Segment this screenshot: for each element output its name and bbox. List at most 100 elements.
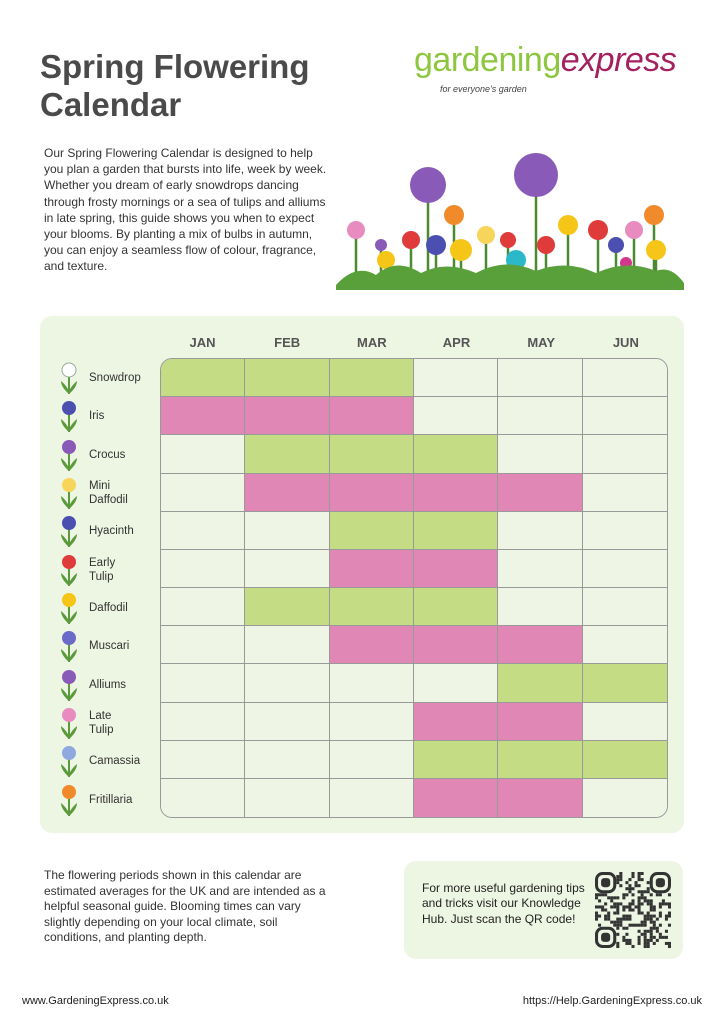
qr-module [622, 926, 626, 930]
qr-module [652, 935, 656, 939]
calendar-grid [160, 358, 668, 818]
bloom-cell [329, 359, 414, 398]
bloom-cell [329, 588, 414, 627]
qr-module [655, 938, 659, 942]
empty-cell [161, 435, 246, 474]
qr-module [628, 890, 632, 894]
flower-head [514, 153, 558, 197]
fritillaria-icon [61, 784, 77, 816]
row-label: Crocus [56, 436, 156, 474]
qr-module [631, 944, 635, 948]
qr-module [649, 938, 653, 942]
qr-module [607, 896, 611, 900]
qr-module [625, 926, 629, 930]
qr-module [601, 908, 605, 912]
bloom-cell [329, 435, 414, 474]
qr-module [643, 941, 647, 945]
flower-name: Muscari [89, 640, 130, 653]
flower-head [644, 205, 664, 225]
qr-module [607, 917, 611, 921]
qr-module [616, 944, 620, 948]
qr-module [637, 878, 641, 882]
qr-module [637, 938, 641, 942]
qr-module [658, 905, 662, 909]
month-header: JUN [612, 335, 639, 350]
qr-module [646, 911, 650, 915]
empty-cell [498, 435, 583, 474]
flower-name: Daffodil [89, 601, 128, 614]
qr-module [637, 929, 641, 933]
empty-cell [245, 626, 330, 665]
bloom-cell [245, 435, 330, 474]
qr-module [646, 899, 650, 903]
qr-module [634, 881, 638, 885]
flower-name: Fritillaria [89, 793, 133, 806]
logo[interactable]: gardeningexpress for everyone's garden [414, 40, 714, 104]
qr-module [628, 914, 632, 918]
logo-part-gardening: gardening [414, 41, 561, 79]
qr-module [628, 884, 632, 888]
empty-cell [498, 359, 583, 398]
qr-module [604, 902, 608, 906]
qr-module [628, 941, 632, 945]
empty-cell [582, 511, 667, 550]
empty-cell [161, 664, 246, 703]
qr-module [667, 893, 671, 897]
qr-module [649, 932, 653, 936]
qr-module [625, 932, 629, 936]
qr-module [637, 896, 641, 900]
qr-module [649, 917, 653, 921]
flower-head [500, 232, 516, 248]
qr-finder [649, 872, 671, 894]
qr-module [613, 905, 617, 909]
qr-module [595, 911, 599, 915]
qr-module [628, 905, 632, 909]
empty-cell [414, 397, 499, 436]
empty-cell [245, 702, 330, 741]
flower-head [558, 215, 578, 235]
empty-cell [329, 664, 414, 703]
flower-head [608, 237, 624, 253]
empty-cell [582, 549, 667, 588]
flower-head [426, 235, 446, 255]
row-label: Daffodil [56, 589, 156, 627]
hyacinth-icon [61, 516, 77, 548]
flower-head [410, 167, 446, 203]
qr-module [646, 890, 650, 894]
flower-head [537, 236, 555, 254]
qr-module [640, 872, 644, 876]
qr-finder-center [601, 878, 611, 888]
qr-module [655, 926, 659, 930]
qr-module [658, 902, 662, 906]
qr-module [667, 905, 671, 909]
qr-module [646, 944, 650, 948]
qr-module [616, 905, 620, 909]
footer-help-link[interactable]: https://Help.GardeningExpress.co.uk [522, 995, 702, 1007]
empty-cell [414, 359, 499, 398]
qr-module [664, 929, 668, 933]
qr-module [649, 905, 653, 909]
flower-head [646, 240, 666, 260]
qr-module [640, 923, 644, 927]
qr-module [631, 923, 635, 927]
bloom-cell [414, 588, 499, 627]
qr-module [637, 911, 641, 915]
qr-module [631, 902, 635, 906]
qr-module [667, 914, 671, 918]
qr-code-icon[interactable] [595, 871, 671, 949]
qr-module [613, 911, 617, 915]
empty-cell [245, 778, 330, 817]
empty-cell [161, 740, 246, 779]
qr-module [619, 872, 623, 876]
empty-cell [329, 740, 414, 779]
logo-part-express: express [560, 41, 677, 79]
bloom-cell [245, 397, 330, 436]
footer-website-link[interactable]: www.GardeningExpress.co.uk [22, 995, 169, 1007]
row-label: Early Tulip [56, 551, 156, 589]
qr-module [649, 893, 653, 897]
logo-tagline: for everyone's garden [440, 84, 527, 94]
row-label: Hyacinth [56, 512, 156, 550]
qr-module [637, 935, 641, 939]
empty-cell [161, 626, 246, 665]
qr-module [649, 902, 653, 906]
